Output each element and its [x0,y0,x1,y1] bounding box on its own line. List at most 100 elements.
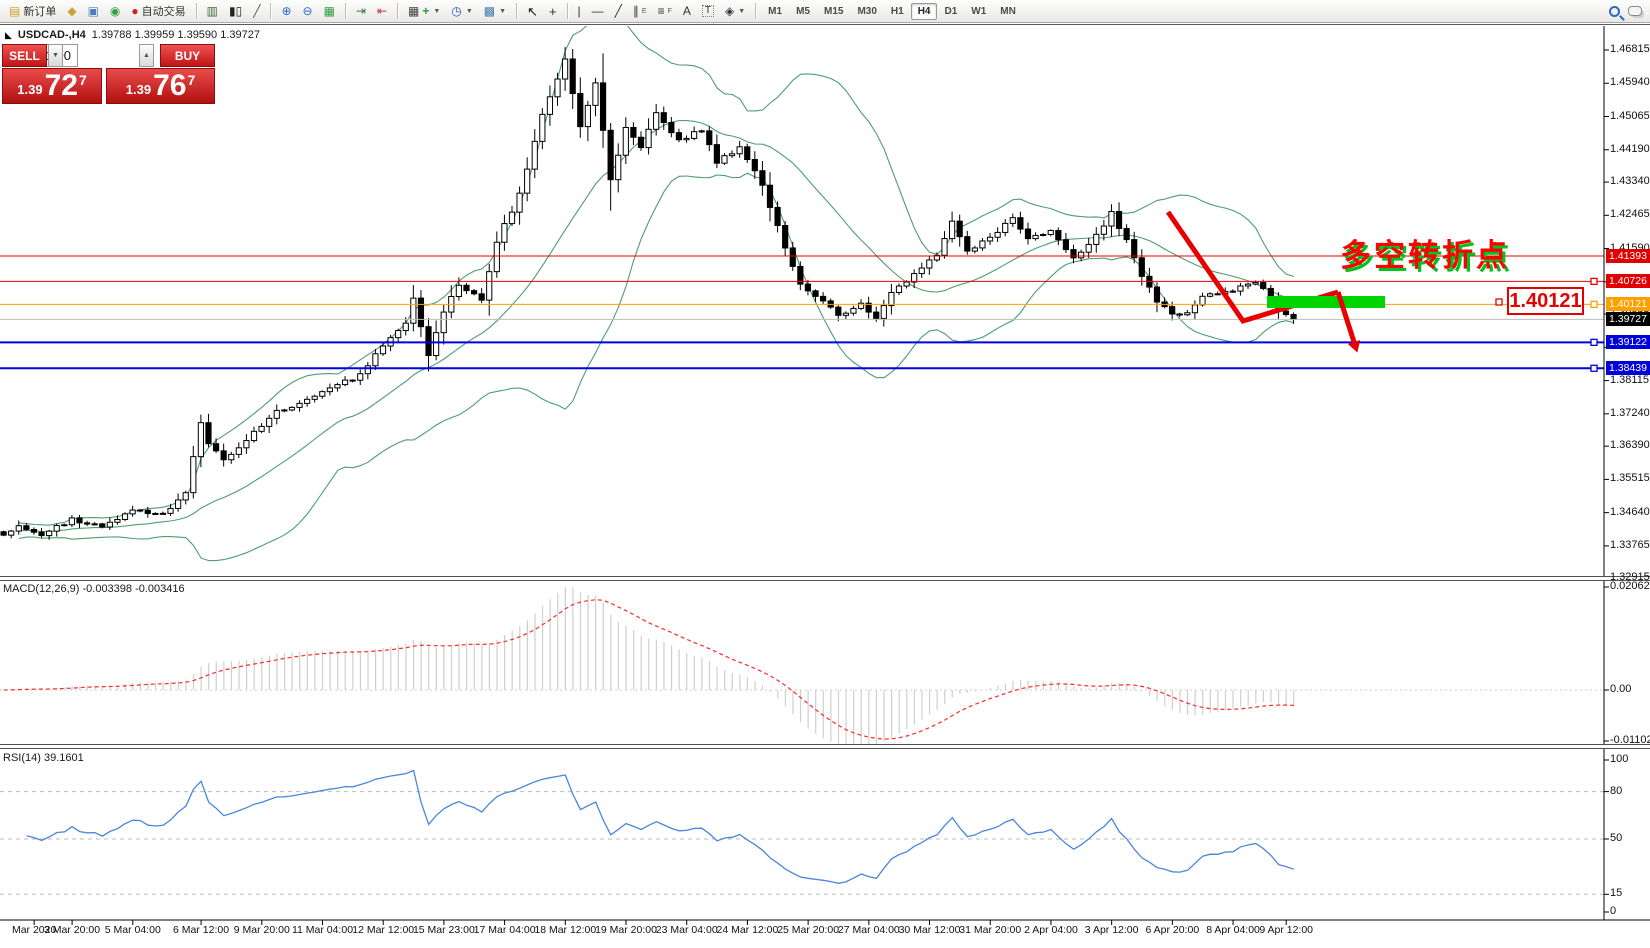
auto-scroll-icon: ⇤ [376,4,388,18]
time-tick-label: 8 Apr 04:00 [1206,924,1260,936]
price-badge: 1.41393 [1606,249,1650,264]
timeframe-w1-button[interactable]: W1 [971,5,987,17]
time-axis[interactable]: Mar 2020 3 Mar 20:00 5 Mar 04:00 6 Mar 12:0… [0,924,1650,944]
chat-icon[interactable] [1628,6,1642,16]
new-order-button[interactable]: ▤ 新订单 [4,2,61,21]
templates-button[interactable]: ▩ ▼ [479,2,511,21]
cursor-icon: ↖ [527,3,538,19]
timeframe-group: M1 M5 M15 M30 H1 H4 D1 W1 MN [761,2,1023,20]
macd-tick-label: 0.00 [1610,683,1632,695]
rsi-axis[interactable]: 100 80 50 15 0 [1605,0,1650,948]
label-tool-button[interactable]: T [697,2,719,21]
price-tick-label: 1.36390 [1610,439,1650,452]
timeframe-m30-button[interactable]: M30 [857,5,877,17]
time-tick-label: 3 Mar 20:00 [44,924,101,936]
ohlc-values: 1.39788 1.39959 1.39590 1.39727 [91,29,260,41]
macd-tick-label: 0.02062 [1610,580,1650,592]
rsi-tick-label: 100 [1610,753,1629,765]
shift-end-button[interactable]: ⇥ [351,2,371,21]
fibonacci-icon: ≡ [657,4,665,18]
time-tick-label: 30 Mar 12:00 [898,924,961,936]
buy-price-sup: 7 [187,72,196,88]
price-badge: 1.40121 [1606,297,1650,312]
price-tick-label: 1.44190 [1610,142,1650,155]
price-tick-label: 1.33765 [1610,538,1650,551]
autotrading-button[interactable]: ● 自动交易 [126,2,190,21]
sell-button[interactable]: SELL [2,44,47,67]
sell-price-prefix: 1.39 [17,82,43,97]
price-tick-label: 1.37240 [1610,406,1650,419]
text-tool-button[interactable]: A [678,2,696,21]
timeframe-mn-button[interactable]: MN [1000,5,1016,17]
pane-separator[interactable] [0,576,1650,581]
pane-separator[interactable] [0,744,1650,749]
autotrading-label: 自动交易 [141,6,186,18]
vline-tool-button[interactable]: | [573,2,586,21]
macd-tick-label: -0.011023 [1610,734,1650,746]
clock-icon: ◷ [451,4,462,18]
price-callout-label[interactable]: 1.40121 [1507,287,1584,315]
macd-axis[interactable]: 0.02062 0.00 -0.011023 [1605,0,1650,948]
macd-indicator-label: MACD(12,26,9) -0.003398 -0.003416 [3,583,185,595]
timeframe-d1-button[interactable]: D1 [944,5,958,17]
search-icon[interactable] [1609,5,1620,17]
new-chart-button[interactable]: ▦ + ▼ [408,4,441,18]
timeframe-h1-button[interactable]: H1 [890,5,904,17]
shapes-tool-button[interactable]: ◈ ▼ [720,2,750,21]
time-tick-label: 31 Mar 20:00 [959,924,1022,936]
time-tick-label: 17 Mar 04:00 [473,924,536,936]
turning-point-annotation[interactable]: 多空转折点 [1340,238,1510,273]
market-watch-button[interactable]: ◆ [62,2,81,21]
volume-increase-button[interactable]: ▲ [139,44,154,67]
macd-values: -0.003398 -0.003416 [82,583,185,595]
volume-decrease-button[interactable]: ▼ [48,44,63,67]
chevron-up-icon: ▲ [143,52,150,59]
macd-name: MACD(12,26,9) [3,583,80,595]
time-tick-label: 23 Mar 04:00 [655,924,718,936]
time-tick-label: 27 Mar 04:00 [837,924,900,936]
timeframe-h4-button[interactable]: H4 [910,2,938,20]
fibonacci-tool-button[interactable]: ≡ F [657,4,672,18]
tile-windows-button[interactable]: ▦ [319,2,340,21]
price-axis[interactable]: 1.46815 1.45940 1.45065 1.44190 1.43340 1.424… [1605,0,1650,920]
auto-scroll-button[interactable]: ⇤ [372,2,392,21]
price-badge: 1.39727 [1606,312,1650,327]
bar-chart-mode-button[interactable]: ▥ [202,2,223,21]
candlestick-mode-button[interactable]: ▮▯ [224,2,247,21]
cursor-tool-button[interactable]: ↖ [522,2,543,21]
new-chart-icon: ▦ [408,4,420,18]
timeframe-m15-button[interactable]: M15 [823,5,844,17]
buy-button[interactable]: BUY [160,44,215,67]
zoom-out-button[interactable]: ⊖ [298,2,318,21]
zoom-in-button[interactable]: ⊕ [276,2,296,21]
chevron-down-icon: ▼ [52,52,59,59]
time-tick-label: 3 Apr 12:00 [1084,924,1139,936]
periods-button[interactable]: ◷ ▼ [446,2,477,21]
timeframe-m1-button[interactable]: M1 [768,5,783,17]
toolbar-separator [270,3,272,19]
timeframe-m5-button[interactable]: M5 [796,5,810,17]
toolbar-separator [566,3,568,19]
price-tick-label: 1.34640 [1610,505,1650,518]
zoom-out-icon: ⊖ [302,4,313,18]
channel-tool-button[interactable]: ∥ E [632,4,647,18]
time-tick-label: 12 Mar 12:00 [352,924,415,936]
crosshair-tool-button[interactable]: + [544,2,562,21]
signal-icon: ◉ [109,4,121,18]
toolbar-separator [755,3,757,19]
toolbar-right-group [1609,5,1646,17]
time-tick-label: 9 Mar 20:00 [233,924,290,936]
toolbar-separator [397,3,399,19]
sell-price-display[interactable]: 1.39 72 7 [2,68,102,104]
terminal-window-button[interactable]: ▣ [83,2,104,21]
buy-price-display[interactable]: 1.39 76 7 [106,68,215,104]
new-order-icon: ▤ [9,4,21,18]
autotrading-icon: ● [131,4,139,18]
signal-button[interactable]: ◉ [105,2,125,21]
terminal-window-icon: ▣ [87,4,99,18]
hline-tool-button[interactable]: — [587,2,609,21]
price-tick-label: 1.42465 [1610,208,1650,221]
chevron-down-icon: ▼ [738,7,746,15]
line-chart-mode-button[interactable]: ╱ [248,2,265,21]
trendline-tool-button[interactable]: ╱ [610,2,627,21]
